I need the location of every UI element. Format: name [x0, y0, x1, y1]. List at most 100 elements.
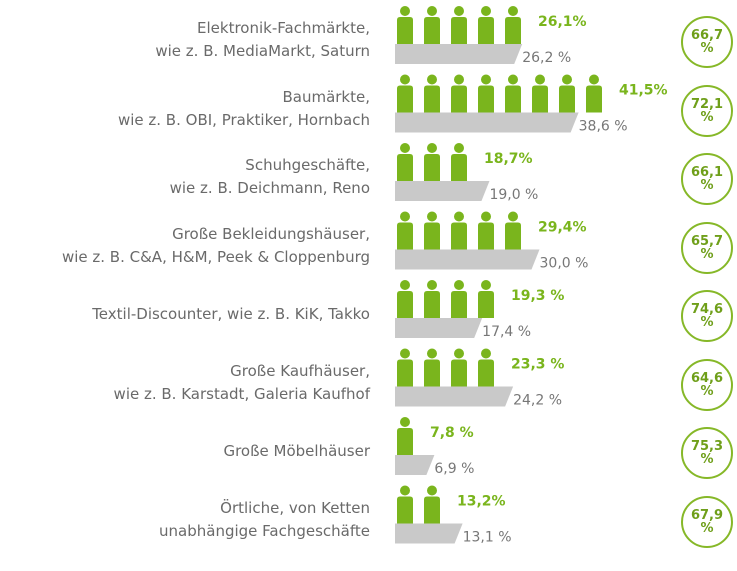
person-head [427, 280, 437, 290]
person-body [451, 85, 467, 113]
category-label: Schuhgeschäfte, wie z. B. Deichmann, Ren… [169, 156, 370, 197]
person-head [454, 280, 464, 290]
circle-label: 75,3 % [690, 439, 724, 467]
pictogram [397, 143, 467, 181]
person-head [427, 485, 437, 496]
person-body [397, 428, 413, 455]
person-head [454, 74, 464, 85]
pictogram [397, 211, 521, 250]
person-head [400, 280, 410, 290]
value-label: 19,3 % [511, 288, 564, 304]
pictogram [397, 74, 602, 113]
person-body [478, 17, 494, 44]
circle-label: 66,1 % [690, 165, 724, 193]
person-body [559, 85, 575, 113]
circle-badge: 64,6 % [681, 358, 733, 411]
person-head [481, 280, 491, 290]
value-label: 24,2 % [513, 393, 562, 409]
person-head [454, 6, 464, 16]
person-head [508, 211, 518, 222]
value-label: 38,6 % [579, 119, 628, 135]
person-body [478, 85, 494, 113]
circle-badge: 72,1 % [681, 84, 733, 137]
person-body [397, 291, 413, 318]
circle-badge: 67,9 % [681, 495, 733, 548]
value-label: 23,3 % [511, 357, 564, 373]
pictogram [397, 280, 494, 318]
bar [395, 44, 523, 64]
bar [395, 386, 514, 407]
bar [395, 249, 540, 270]
person-body [424, 496, 440, 524]
person-body [451, 154, 467, 181]
value-label: 18,7% [484, 151, 533, 167]
person-head [400, 6, 410, 16]
circle-label: 72,1 % [690, 96, 724, 125]
category-label: Elektronik-Fachmärkte, wie z. B. MediaMa… [155, 19, 370, 60]
person-body [397, 154, 413, 181]
person-body [397, 17, 413, 44]
person-body [478, 222, 494, 250]
person-body [451, 291, 467, 318]
person-head [400, 211, 410, 222]
pictogram [397, 348, 494, 387]
category-label: Große Bekleidungshäuser, wie z. B. C&A, … [61, 224, 370, 266]
person-body [424, 154, 440, 181]
value-label: 13,1 % [463, 530, 512, 546]
person-head [427, 6, 437, 16]
person-body [505, 85, 521, 113]
person-head [400, 143, 410, 153]
bar [395, 318, 483, 338]
person-body [586, 85, 602, 113]
person-body [397, 359, 413, 387]
value-label: 13,2% [457, 494, 506, 510]
person-body [424, 222, 440, 250]
circle-label: 65,7 % [690, 233, 724, 262]
circle-badge: 65,7 % [681, 221, 733, 274]
person-head [562, 74, 572, 85]
person-head [427, 211, 437, 222]
person-head [454, 348, 464, 359]
person-head [481, 6, 491, 16]
person-head [427, 143, 437, 153]
bar [395, 523, 463, 544]
person-head [508, 6, 518, 16]
value-label: 17,4 % [482, 324, 531, 340]
person-head [481, 211, 491, 222]
value-label: 30,0 % [540, 256, 589, 272]
person-body [451, 359, 467, 387]
person-body [451, 222, 467, 250]
person-body [424, 359, 440, 387]
person-head [481, 74, 491, 85]
circle-label: 64,6 % [690, 370, 724, 399]
value-label: 41,5% [619, 83, 668, 99]
person-body [397, 222, 413, 250]
circle-label: 67,9 % [690, 507, 724, 536]
category-label: Große Kaufhäuser, wie z. B. Karstadt, Ga… [113, 361, 370, 403]
value-label: 19,0 % [489, 187, 538, 203]
person-body [397, 496, 413, 524]
pictogram [397, 485, 440, 524]
person-body [424, 291, 440, 318]
circle-label: 66,7 % [690, 28, 724, 56]
person-body [478, 291, 494, 318]
person-head [427, 348, 437, 359]
person-body [478, 359, 494, 387]
value-label: 6,9 % [434, 461, 474, 477]
person-body [424, 17, 440, 44]
person-head [481, 348, 491, 359]
value-label: 7,8 % [430, 425, 474, 441]
value-label: 26,2 % [522, 50, 571, 66]
person-head [508, 74, 518, 85]
value-label: 29,4% [538, 220, 587, 236]
person-head [535, 74, 545, 85]
pictogram [397, 417, 413, 455]
circle-badge: 66,7 % [681, 16, 733, 68]
value-label: 26,1% [538, 14, 587, 30]
circle-badge: 74,6 % [681, 290, 733, 342]
bar [395, 112, 579, 133]
person-head [427, 74, 437, 85]
circle-label: 74,6 % [690, 302, 724, 330]
